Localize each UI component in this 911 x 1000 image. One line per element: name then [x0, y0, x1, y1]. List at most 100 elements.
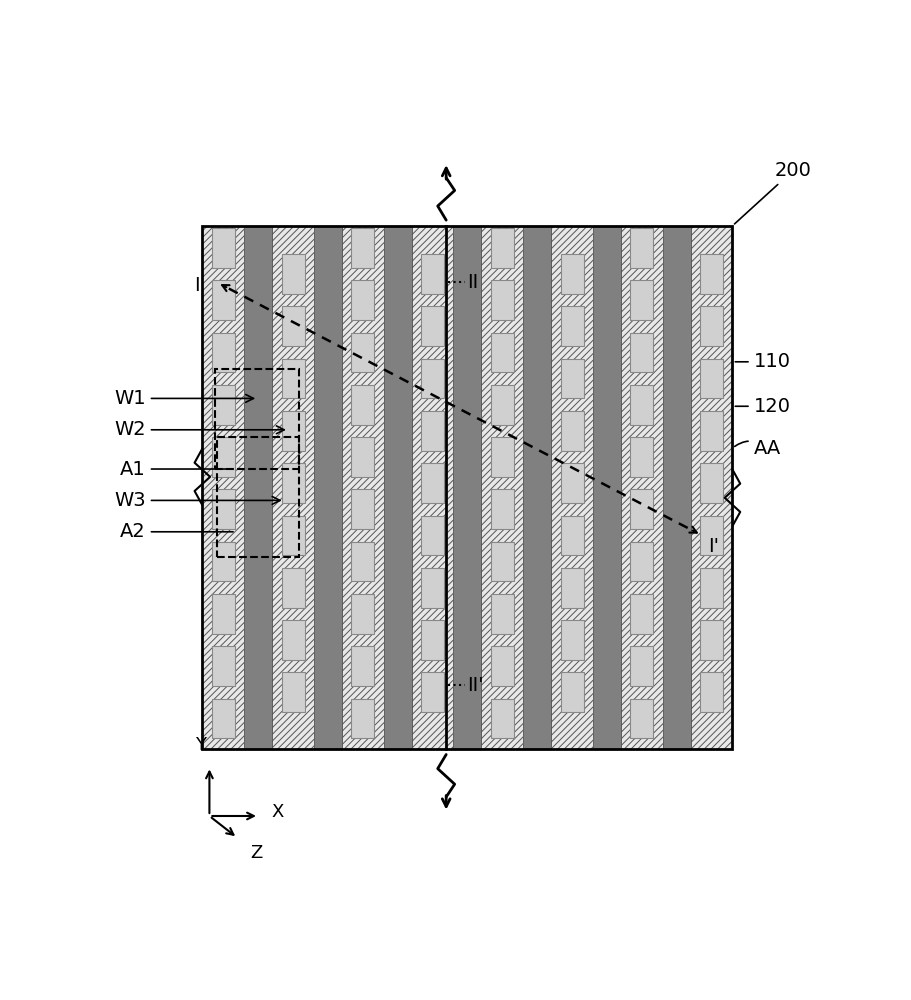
Bar	[215, 369, 299, 469]
Text: A1: A1	[120, 460, 233, 479]
Text: A2: A2	[120, 522, 233, 541]
Bar	[211, 385, 234, 425]
Bar	[281, 306, 304, 346]
Bar	[700, 306, 722, 346]
Bar	[630, 280, 652, 320]
Bar	[211, 489, 234, 529]
Bar	[421, 359, 444, 398]
Text: 120: 120	[734, 397, 790, 416]
Bar	[630, 385, 652, 425]
Bar	[211, 594, 234, 634]
Bar	[281, 672, 304, 712]
Bar	[384, 226, 411, 749]
Bar	[700, 620, 722, 660]
Bar	[560, 463, 583, 503]
Bar	[560, 568, 583, 608]
Bar	[630, 699, 652, 738]
Bar	[630, 542, 652, 581]
Bar	[421, 516, 444, 555]
Text: II: II	[467, 273, 478, 292]
Bar	[620, 226, 662, 749]
Bar	[351, 228, 374, 268]
Bar	[453, 226, 481, 749]
Bar	[281, 254, 304, 294]
Bar	[351, 646, 374, 686]
Bar	[700, 516, 722, 555]
Bar	[351, 489, 374, 529]
Bar	[481, 226, 523, 749]
Bar	[421, 672, 444, 712]
Text: W2: W2	[114, 420, 284, 439]
Text: W1: W1	[114, 389, 253, 408]
Bar	[421, 254, 444, 294]
Bar	[690, 226, 732, 749]
Bar	[560, 620, 583, 660]
Bar	[211, 437, 234, 477]
Bar	[351, 437, 374, 477]
Bar	[281, 411, 304, 451]
Bar	[271, 226, 313, 749]
Bar	[700, 672, 722, 712]
Bar	[490, 333, 513, 372]
Bar	[700, 411, 722, 451]
Bar	[560, 516, 583, 555]
Bar	[560, 411, 583, 451]
Bar	[351, 542, 374, 581]
Bar	[630, 489, 652, 529]
Bar	[523, 226, 550, 749]
Bar	[281, 516, 304, 555]
Bar	[211, 228, 234, 268]
Text: I': I'	[707, 537, 718, 556]
Bar	[490, 280, 513, 320]
Bar	[490, 228, 513, 268]
Bar	[700, 359, 722, 398]
Bar	[351, 280, 374, 320]
Text: Y: Y	[195, 736, 206, 754]
Bar	[351, 385, 374, 425]
Bar	[244, 226, 271, 749]
Bar	[217, 437, 299, 557]
Bar	[211, 699, 234, 738]
Bar	[700, 254, 722, 294]
Bar	[211, 646, 234, 686]
Bar	[560, 306, 583, 346]
Bar	[211, 280, 234, 320]
Bar	[281, 359, 304, 398]
Bar	[421, 411, 444, 451]
Bar	[560, 672, 583, 712]
Bar	[281, 463, 304, 503]
Bar	[592, 226, 620, 749]
Bar	[281, 620, 304, 660]
Bar	[630, 228, 652, 268]
Bar	[351, 333, 374, 372]
Bar	[490, 699, 513, 738]
Text: W3: W3	[114, 491, 280, 510]
Text: Z: Z	[250, 844, 262, 862]
Bar	[490, 489, 513, 529]
Bar	[421, 463, 444, 503]
Bar	[202, 226, 732, 749]
Bar	[421, 568, 444, 608]
Bar	[490, 542, 513, 581]
Bar	[700, 568, 722, 608]
Bar	[490, 437, 513, 477]
Text: X: X	[271, 803, 283, 821]
Text: I: I	[194, 276, 200, 295]
Bar	[490, 385, 513, 425]
Text: II': II'	[467, 676, 484, 695]
Bar	[560, 254, 583, 294]
Bar	[630, 437, 652, 477]
Text: 110: 110	[734, 352, 790, 371]
Bar	[211, 542, 234, 581]
Bar	[662, 226, 690, 749]
Bar	[630, 594, 652, 634]
Bar	[421, 306, 444, 346]
Bar	[550, 226, 592, 749]
Bar	[411, 226, 453, 749]
Bar	[630, 646, 652, 686]
Bar	[281, 568, 304, 608]
Bar	[630, 333, 652, 372]
Bar	[490, 646, 513, 686]
Bar	[202, 226, 732, 749]
Bar	[211, 333, 234, 372]
